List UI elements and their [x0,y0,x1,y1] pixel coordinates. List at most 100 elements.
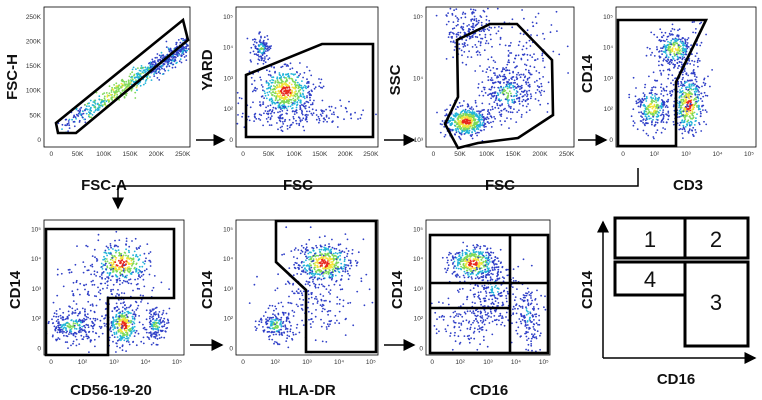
event-dot [686,120,689,123]
event-dot [460,16,463,19]
event-dot [688,129,691,132]
event-dot [77,312,80,315]
event-dot [67,325,70,328]
event-dot [123,271,126,274]
event-dot [85,112,88,115]
event-dot [504,44,507,47]
event-dot [490,126,493,128]
event-dot [471,110,474,112]
event-dot [133,325,136,328]
event-dot [272,76,275,79]
event-dot [115,270,118,273]
event-dot [466,115,469,118]
event-dot [84,330,86,333]
event-dot [113,336,116,338]
event-dot [538,90,541,93]
event-dot [688,115,691,118]
event-dot [684,130,686,133]
event-dot [472,114,475,117]
event-dot [508,85,511,88]
event-dot [670,39,673,42]
event-dot [308,90,311,93]
event-dot [687,113,689,116]
event-dot [682,51,685,54]
event-dot [158,326,161,329]
event-dot [519,76,522,79]
event-dot [689,63,692,65]
event-dot [104,257,107,260]
event-dot [72,320,75,323]
event-dot [670,61,673,64]
event-dot [682,54,685,56]
event-dot [68,124,71,127]
event-dot [499,89,501,92]
event-dot [678,104,681,107]
event-dot [692,126,695,129]
event-dot [57,337,60,339]
event-dot [321,110,323,113]
event-dot [67,347,69,349]
event-dot [476,134,478,137]
event-dot [161,57,164,60]
event-dot [465,63,468,66]
event-dot [160,281,163,284]
event-dot [255,41,258,44]
event-dot [127,320,130,322]
event-dot [77,331,80,333]
event-dot [485,40,488,42]
event-dot [185,49,188,52]
event-dot [155,328,158,331]
event-dot [78,343,81,345]
event-dot [476,50,479,52]
event-dot [277,99,279,102]
event-dot [259,48,261,50]
event-dot [527,84,530,87]
event-dot [513,94,516,97]
event-dot [477,21,480,24]
event-dot [510,92,512,95]
event-dot [101,315,103,318]
event-dot [529,65,532,68]
event-dot [286,73,289,76]
event-dot [106,287,108,289]
event-dot [125,243,127,246]
event-dot [80,334,83,337]
event-dot [119,330,122,332]
event-dot [254,45,257,48]
event-dot [499,75,502,78]
event-dot [304,86,307,89]
event-dot [163,336,166,339]
event-dot [686,93,688,96]
event-dot [270,115,273,117]
event-dot [278,95,281,98]
event-dot [674,77,676,80]
event-dot [663,89,666,92]
event-dot [249,59,252,62]
event-dot [111,275,114,278]
event-dot [658,97,660,99]
event-dot [303,71,306,74]
event-dot [666,100,669,103]
event-dot [187,45,189,47]
event-dot [301,87,303,90]
event-dot [655,112,657,114]
event-dot [322,85,325,88]
event-dot [669,45,672,48]
event-dot [306,110,308,113]
event-dot [663,58,665,61]
event-dot [470,8,472,11]
event-dot [686,124,689,127]
event-dot [478,110,480,113]
event-dot [135,283,138,286]
event-dot [656,121,659,124]
event-dot [62,317,64,319]
event-dot [671,27,674,30]
event-dot [653,33,656,36]
event-dot [664,31,667,34]
event-dot [282,87,285,90]
event-dot [250,76,253,79]
event-dot [152,317,155,320]
event-dot [271,76,273,79]
event-dot [360,113,363,116]
event-dot [281,130,284,133]
